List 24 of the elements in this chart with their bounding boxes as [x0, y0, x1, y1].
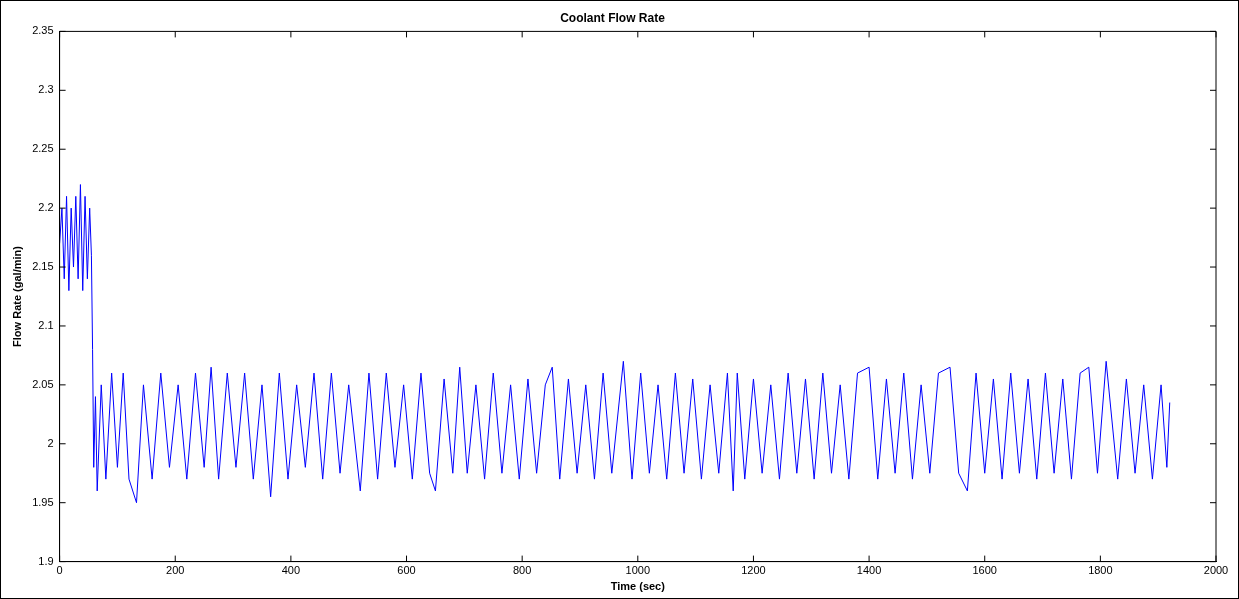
x-tick-label: 0	[56, 564, 63, 577]
y-axis-title: Flow Rate (gal/min)	[10, 245, 23, 347]
x-tick-label: 600	[397, 564, 416, 577]
x-tick-label: 200	[166, 564, 185, 577]
x-tick-label: 400	[281, 564, 301, 577]
y-tick-label: 2.25	[32, 142, 54, 155]
x-axis-title: Time (sec)	[610, 580, 666, 593]
x-tick-label: 800	[512, 564, 532, 577]
y-tick-label: 2.3	[38, 83, 54, 96]
x-tick-label: 1800	[1088, 564, 1113, 577]
y-tick-label: 2	[47, 436, 54, 449]
y-tick-label: 2.05	[32, 377, 54, 390]
x-tick-label: 2000	[1203, 564, 1229, 577]
x-tick-label: 1600	[972, 564, 997, 577]
y-tick-label: 1.9	[38, 554, 54, 567]
chart-title: Coolant Flow Rate	[560, 10, 666, 25]
y-tick-label: 2.1	[38, 318, 54, 331]
y-tick-label: 2.35	[32, 24, 54, 37]
x-tick-label: 1400	[856, 564, 882, 577]
y-tick-label: 2.2	[38, 201, 54, 214]
x-tick-label: 1200	[741, 564, 766, 577]
y-tick-label: 2.15	[32, 260, 54, 273]
x-tick-label: 1000	[625, 564, 651, 577]
y-tick-label: 1.95	[32, 495, 54, 508]
